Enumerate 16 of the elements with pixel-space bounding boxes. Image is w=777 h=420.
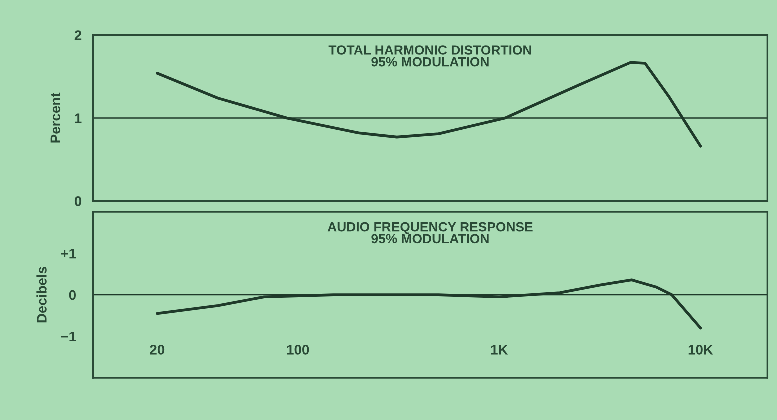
x-tick-label: 20 xyxy=(150,345,165,355)
y-tick-label: 0 xyxy=(74,196,82,206)
text: 95% MODULATION xyxy=(372,234,489,244)
y-axis-title: Percent xyxy=(50,92,61,143)
text: AUDIO FREQUENCY RESPONSE xyxy=(328,222,533,234)
y-axis-title: Decibels xyxy=(36,267,47,323)
x-tick-label: 1K xyxy=(491,345,508,355)
x-tick-label: 10K xyxy=(688,345,714,355)
y-tick-label: 2 xyxy=(74,30,82,40)
y-tick-label: +1 xyxy=(61,249,76,259)
y-tick-label: 0 xyxy=(69,290,76,300)
x-tick-label: 100 xyxy=(287,345,310,355)
y-tick-label: 1 xyxy=(75,114,82,124)
y-tick-label: −1 xyxy=(61,332,76,342)
text: TOTAL HARMONIC DISTORTION xyxy=(328,46,532,55)
text: 95% MODULATION xyxy=(372,57,489,67)
